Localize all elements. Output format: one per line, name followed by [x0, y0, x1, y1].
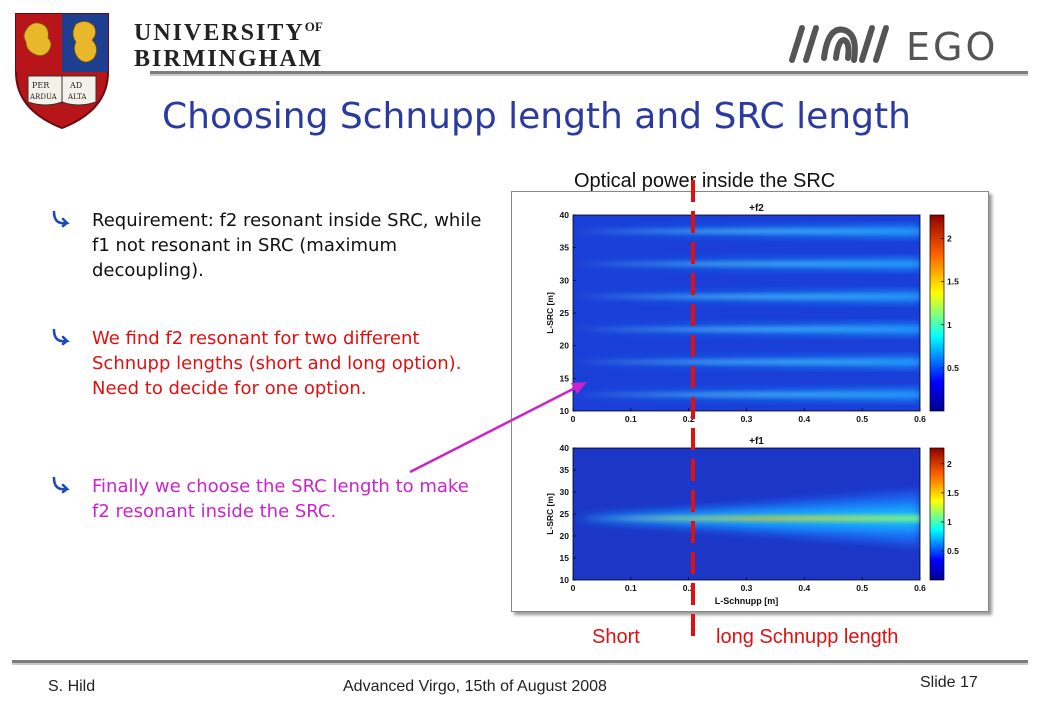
slide-number: Slide 17: [920, 674, 978, 691]
colorbar-tick-label: 0.5: [947, 363, 959, 373]
arrow-bullet-icon: [52, 476, 70, 494]
y-tick-label: 15: [560, 373, 570, 383]
x-tick-label: 0.3: [741, 414, 753, 424]
colorbar-tick-label: 1.5: [947, 488, 959, 498]
bullet-resonance: We find f2 resonant for two different Sc…: [52, 326, 482, 401]
y-tick-label: 15: [560, 553, 570, 563]
short-option-label: Short: [592, 626, 640, 648]
figure-frame: 0 0.1 0.2 0.3 0.4 0.5 0.6 10 15 20 25 30 35 40 +f2 L-SR…: [511, 191, 989, 612]
x-tick-label: 0.6: [914, 583, 926, 593]
x-tick-label: 0: [571, 414, 576, 424]
x-tick-label: 0.2: [683, 583, 695, 593]
footer-author: S. Hild: [48, 678, 96, 695]
ego-logo: EGO: [789, 25, 998, 68]
resonance-band: [573, 392, 920, 398]
y-tick-label: 30: [560, 487, 570, 497]
heatmap-title: +f1: [749, 436, 764, 447]
colorbar-tick-label: 2: [947, 459, 952, 469]
crest-motto-ad: AD: [69, 81, 82, 90]
colorbar: [929, 214, 945, 412]
bullet-text: Requirement: f2 resonant inside SRC, whi…: [92, 210, 482, 281]
x-tick-label: 0.4: [798, 583, 810, 593]
resonance-band: [573, 228, 920, 234]
bullet-text: We find f2 resonant for two different Sc…: [92, 328, 462, 399]
figure-caption: Optical power inside the SRC: [574, 170, 836, 192]
resonance-band: [573, 359, 920, 365]
x-tick-label: 0: [571, 583, 576, 593]
f1-heatmap-panel: 0 0.1 0.2 0.3 0.4 0.5 0.6 10 15 20 25 30 35 40 +f1 L-SR…: [545, 436, 959, 606]
x-tick-label: 0.1: [625, 583, 637, 593]
university-name: UNIVERSITYOF BIRMINGHAM: [134, 14, 323, 72]
university-crest-icon: PER AD ARDUA ALTA: [15, 13, 109, 130]
bullet-requirement: Requirement: f2 resonant inside SRC, whi…: [52, 208, 482, 283]
y-tick-label: 20: [560, 531, 570, 541]
y-tick-label: 35: [560, 243, 570, 253]
x-tick-label: 0.1: [625, 414, 637, 424]
resonance-band: [573, 261, 920, 267]
y-tick-label: 10: [560, 406, 570, 416]
x-tick-label: 0.5: [856, 583, 868, 593]
y-tick-label: 25: [560, 308, 570, 318]
colorbar-tick-label: 2: [947, 234, 952, 244]
x-tick-label: 0.5: [856, 414, 868, 424]
heatmap-figure: 0 0.1 0.2 0.3 0.4 0.5 0.610152025303540+f2L-SR…: [545, 203, 959, 606]
x-tick-label: 0.2: [683, 414, 695, 424]
university-line1: UNIVERSITY: [134, 20, 305, 46]
colorbar-tick-label: 1: [947, 517, 952, 527]
resonance-band: [573, 294, 920, 300]
x-axis-label: L-Schnupp [m]: [715, 596, 779, 606]
ego-text: EGO: [906, 25, 998, 68]
crest-motto-per: PER: [32, 81, 50, 90]
x-tick-label: 0.4: [798, 414, 810, 424]
slide-title: Choosing Schnupp length and SRC length: [162, 96, 911, 137]
y-tick-label: 25: [560, 509, 570, 519]
colorbar-tick-label: 0.5: [947, 546, 959, 556]
y-axis-label: L-SRC [m]: [545, 292, 555, 334]
heatmap-background: [573, 215, 920, 411]
colorbar-tick-label: 1: [947, 320, 952, 330]
crest-motto-alta: ALTA: [67, 93, 87, 101]
colorbar-tick-label: 1.5: [947, 277, 959, 287]
long-option-label: long Schnupp length: [716, 626, 899, 648]
footer-divider: [12, 660, 1028, 665]
x-tick-label: 0.6: [914, 414, 926, 424]
arrow-bullet-icon: [52, 328, 70, 346]
ego-waves-icon: [789, 25, 889, 63]
y-axis-label: L-SRC [m]: [545, 493, 555, 535]
y-tick-label: 20: [560, 341, 570, 351]
y-tick-label: 30: [560, 275, 570, 285]
y-tick-label: 40: [560, 210, 570, 220]
bullet-text: Finally we choose the SRC length to make…: [92, 476, 469, 522]
crest-motto-ardua: ARDUA: [29, 93, 58, 101]
bullet-choice: Finally we choose the SRC length to make…: [52, 474, 482, 524]
resonance-band: [573, 515, 920, 522]
f2-heatmap-panel: 0 0.1 0.2 0.3 0.4 0.5 0.6 10 15 20 25 30 35 40 +f2 L-SR…: [545, 203, 959, 424]
x-tick-label: 0.3: [741, 583, 753, 593]
y-tick-label: 40: [560, 443, 570, 453]
heatmap-title: +f2: [749, 203, 764, 214]
colorbar: [929, 447, 945, 581]
arrow-bullet-icon: [52, 210, 70, 228]
header-divider: [150, 71, 1028, 76]
footer-event: Advanced Virgo, 15th of August 2008: [343, 678, 607, 695]
university-line2: BIRMINGHAM: [134, 46, 324, 72]
university-of: OF: [304, 19, 323, 34]
y-tick-label: 35: [560, 465, 570, 475]
y-tick-label: 10: [560, 575, 570, 585]
resonance-band: [573, 326, 920, 332]
